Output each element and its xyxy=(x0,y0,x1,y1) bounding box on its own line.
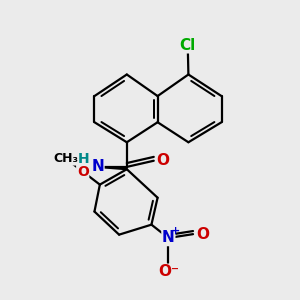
Text: N: N xyxy=(162,230,175,245)
Text: CH₃: CH₃ xyxy=(53,152,78,165)
Text: Cl: Cl xyxy=(180,38,196,53)
Text: O: O xyxy=(196,226,209,242)
Text: O: O xyxy=(77,164,89,178)
Text: N: N xyxy=(91,159,104,174)
Text: H: H xyxy=(78,152,89,166)
Text: +: + xyxy=(171,226,180,236)
Text: O⁻: O⁻ xyxy=(158,264,179,279)
Text: O: O xyxy=(157,153,169,168)
